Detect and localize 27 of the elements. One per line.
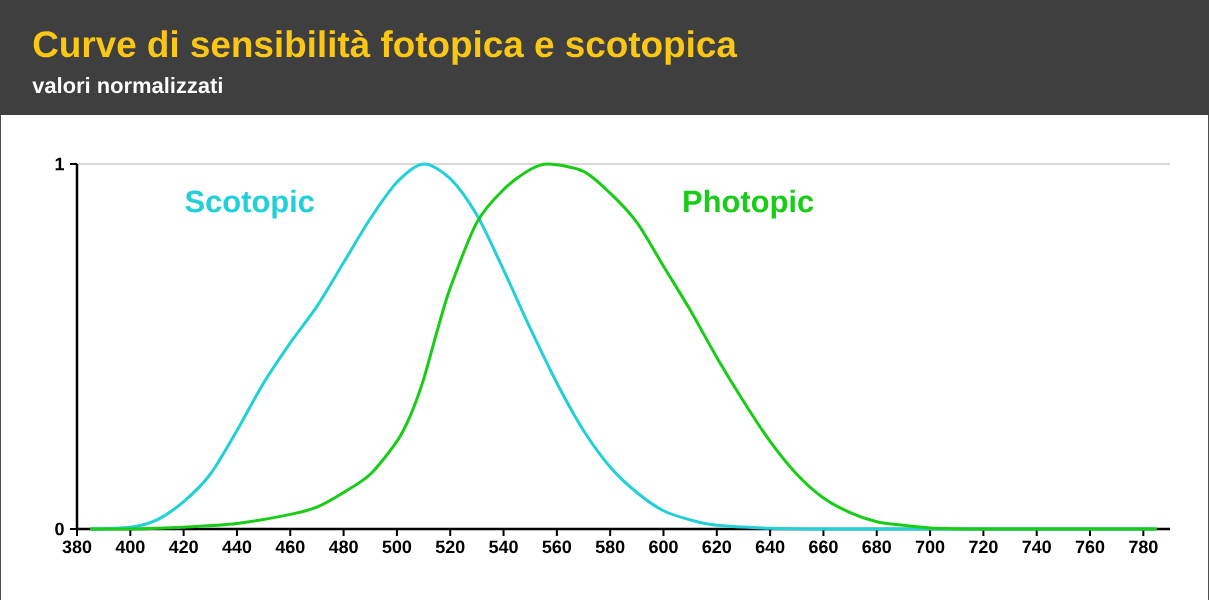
x-tick-label: 500: [382, 540, 412, 554]
x-tick-label: 440: [222, 540, 252, 554]
x-tick-label: 580: [595, 540, 625, 554]
y-tick-label: 0: [55, 522, 64, 536]
series-label: Scotopic: [185, 189, 315, 219]
x-tick-label: 680: [862, 540, 891, 554]
x-tick-label: 420: [168, 540, 198, 554]
x-tick-label: 720: [969, 540, 998, 554]
x-tick-label: 740: [1022, 540, 1051, 554]
x-tick-label: 400: [115, 540, 145, 554]
x-tick-label: 660: [809, 540, 838, 554]
x-tick-label: 480: [328, 540, 358, 554]
x-tick-label: 600: [649, 540, 678, 554]
x-tick-label: 620: [702, 540, 732, 554]
x-tick-label: 640: [755, 540, 785, 554]
chart-subtitle: valori normalizzati: [32, 77, 222, 94]
x-tick-label: 560: [542, 540, 572, 554]
x-tick-label: 460: [275, 540, 305, 554]
x-tick-label: 760: [1075, 540, 1105, 554]
x-tick-label: 380: [62, 540, 92, 554]
series-label: Photopic: [684, 189, 814, 219]
y-tick-label: 1: [55, 157, 64, 171]
x-tick-label: 780: [1129, 540, 1158, 554]
x-tick-label: 700: [915, 540, 945, 554]
x-tick-label: 540: [489, 540, 518, 554]
x-tick-label: 520: [435, 540, 465, 554]
chart-title: Curve di sensibilità fotopica e scotopica: [33, 29, 738, 65]
